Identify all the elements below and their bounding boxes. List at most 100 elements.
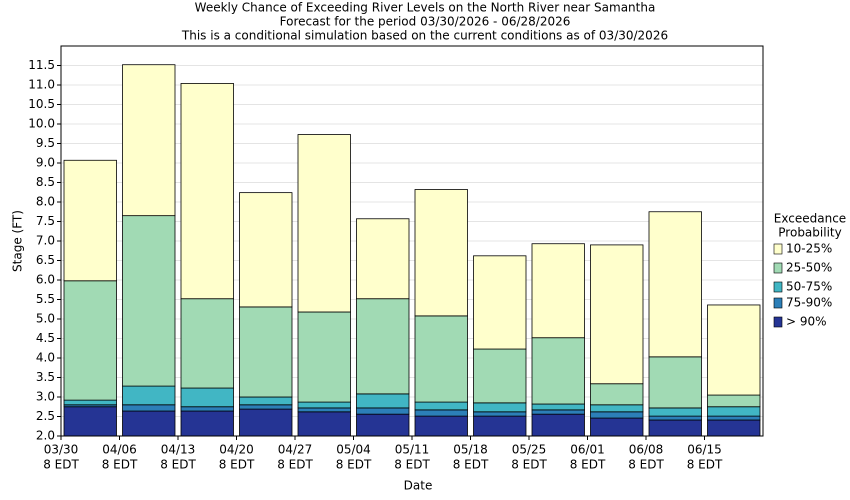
bar-segment — [297, 401, 351, 409]
bar-segment — [648, 407, 702, 417]
bar-segment — [180, 387, 234, 408]
legend-swatch — [773, 316, 783, 328]
bar-segment — [414, 415, 468, 437]
bar-segment — [473, 402, 527, 413]
bar-segment — [473, 415, 527, 437]
bar-segment — [122, 385, 176, 406]
plot-border — [60, 45, 764, 437]
bar-segment — [239, 192, 293, 308]
x-tick-sublabel: 8 EDT — [628, 458, 664, 472]
x-tick-label: 05/11 — [395, 443, 430, 457]
x-tick-label: 05/04 — [336, 443, 371, 457]
y-tick-label: 6.0 — [36, 273, 55, 287]
bar-segment — [63, 406, 117, 437]
chart-subtitle: Forecast for the period 03/30/2026 - 06/… — [280, 15, 571, 29]
y-tick-label: 10.0 — [28, 117, 55, 131]
x-tick-label: 04/20 — [219, 443, 254, 457]
bar-segment — [531, 337, 585, 405]
x-tick-sublabel: 8 EDT — [453, 458, 489, 472]
bar-segment — [531, 409, 585, 415]
bar-segment — [297, 311, 351, 403]
bar-segment — [531, 403, 585, 411]
bar-segment — [590, 404, 644, 413]
x-tick-label: 06/08 — [629, 443, 664, 457]
y-tick-label: 9.0 — [36, 156, 55, 170]
bar-segment — [707, 415, 761, 421]
bar-segment — [648, 415, 702, 421]
x-tick-label: 03/30 — [44, 443, 79, 457]
bar-segment — [63, 280, 117, 401]
bar-segment — [239, 396, 293, 406]
x-tick-label: 05/18 — [453, 443, 488, 457]
bar-segment — [63, 399, 117, 406]
bar-segment — [707, 406, 761, 417]
x-tick-label: 04/27 — [278, 443, 313, 457]
y-tick-label: 7.5 — [36, 214, 55, 228]
legend-title: Probability — [778, 226, 841, 240]
bar-segment — [414, 189, 468, 317]
bar-segment — [414, 409, 468, 417]
bar-segment — [707, 304, 761, 396]
bar-segment — [473, 255, 527, 350]
bar-segment — [356, 413, 410, 437]
bar-segment — [180, 406, 234, 412]
y-tick-label: 10.5 — [28, 97, 55, 111]
y-tick-label: 8.5 — [36, 175, 55, 189]
x-tick-label: 06/01 — [570, 443, 605, 457]
x-tick-sublabel: 8 EDT — [43, 458, 79, 472]
bar-segment — [239, 306, 293, 398]
x-tick-label: 05/25 — [512, 443, 547, 457]
x-tick-label: 06/15 — [687, 443, 722, 457]
bar-segment — [414, 401, 468, 411]
y-tick-label: 7.0 — [36, 234, 55, 248]
legend-label: 75-90% — [786, 296, 832, 310]
bar-segment — [356, 407, 410, 415]
y-tick-label: 3.5 — [36, 370, 55, 384]
legend-swatch — [773, 262, 783, 274]
x-tick-sublabel: 8 EDT — [570, 458, 606, 472]
bar-segment — [590, 383, 644, 406]
bar-segment — [180, 83, 234, 300]
y-tick-label: 4.5 — [36, 331, 55, 345]
x-tick-sublabel: 8 EDT — [687, 458, 723, 472]
chart-subtitle: This is a conditional simulation based o… — [181, 29, 668, 43]
bar-segment — [356, 298, 410, 395]
x-tick-sublabel: 8 EDT — [511, 458, 547, 472]
bar-segment — [414, 315, 468, 403]
y-tick-label: 5.0 — [36, 312, 55, 326]
bar-segment — [180, 298, 234, 389]
bar-segment — [239, 408, 293, 437]
bar-segment — [297, 134, 351, 313]
y-tick-label: 4.0 — [36, 351, 55, 365]
x-axis-label: Date — [404, 479, 433, 493]
bar-segment — [122, 215, 176, 387]
x-tick-label: 04/13 — [161, 443, 196, 457]
bar-segment — [531, 413, 585, 437]
bar-segment — [297, 407, 351, 413]
legend-label: 10-25% — [786, 242, 832, 256]
bar-segment — [707, 394, 761, 408]
x-tick-label: 04/06 — [102, 443, 137, 457]
legend-swatch — [773, 297, 783, 309]
bar-segment — [590, 244, 644, 385]
x-tick-sublabel: 8 EDT — [394, 458, 430, 472]
bar-segment — [63, 159, 117, 282]
y-axis-label: Stage (FT) — [11, 210, 25, 272]
x-tick-sublabel: 8 EDT — [336, 458, 372, 472]
y-tick-label: 8.0 — [36, 195, 55, 209]
bar-segment — [648, 356, 702, 409]
x-tick-sublabel: 8 EDT — [160, 458, 196, 472]
bar-segment — [122, 404, 176, 412]
bar-segment — [590, 417, 644, 437]
legend-label: 50-75% — [786, 280, 832, 294]
bar-segment — [356, 218, 410, 300]
bar-segment — [297, 411, 351, 437]
y-tick-label: 6.5 — [36, 253, 55, 267]
bar-segment — [473, 411, 527, 417]
legend-title: Exceedance — [774, 212, 846, 226]
bar-segment — [122, 64, 176, 217]
bar-segment — [122, 410, 176, 437]
bar-segment — [473, 348, 527, 404]
y-tick-label: 11.5 — [28, 58, 55, 72]
